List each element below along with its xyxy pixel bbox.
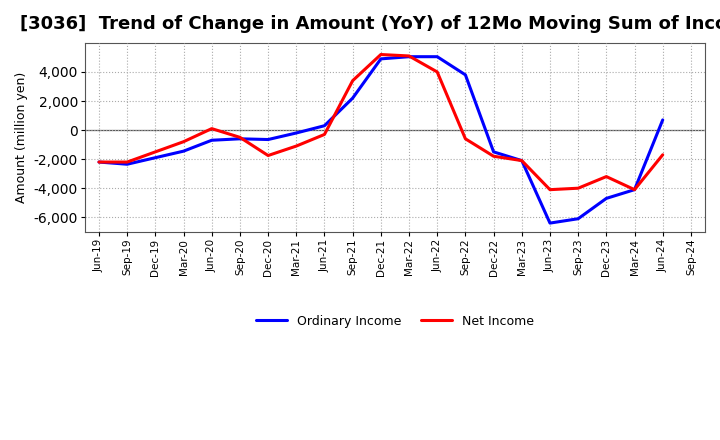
Ordinary Income	[377, 56, 385, 62]
Net Income	[179, 139, 188, 144]
Y-axis label: Amount (million yen): Amount (million yen)	[15, 72, 28, 203]
Ordinary Income	[179, 149, 188, 154]
Net Income	[461, 136, 469, 141]
Net Income	[405, 53, 413, 59]
Net Income	[433, 70, 441, 75]
Net Income	[348, 78, 357, 83]
Line: Ordinary Income: Ordinary Income	[99, 57, 662, 223]
Ordinary Income	[235, 136, 244, 141]
Ordinary Income	[574, 216, 582, 221]
Net Income	[151, 149, 160, 154]
Net Income	[546, 187, 554, 192]
Legend: Ordinary Income, Net Income: Ordinary Income, Net Income	[251, 310, 539, 333]
Net Income	[123, 159, 132, 165]
Ordinary Income	[264, 137, 272, 142]
Title: [3036]  Trend of Change in Amount (YoY) of 12Mo Moving Sum of Incomes: [3036] Trend of Change in Amount (YoY) o…	[20, 15, 720, 33]
Ordinary Income	[348, 95, 357, 101]
Ordinary Income	[461, 72, 469, 77]
Ordinary Income	[405, 54, 413, 59]
Ordinary Income	[320, 123, 329, 128]
Ordinary Income	[292, 130, 301, 136]
Ordinary Income	[658, 117, 667, 123]
Ordinary Income	[433, 54, 441, 59]
Net Income	[602, 174, 611, 179]
Ordinary Income	[518, 158, 526, 163]
Net Income	[574, 186, 582, 191]
Ordinary Income	[123, 161, 132, 167]
Net Income	[207, 126, 216, 131]
Net Income	[264, 153, 272, 158]
Ordinary Income	[602, 196, 611, 201]
Net Income	[292, 143, 301, 149]
Net Income	[94, 159, 103, 165]
Ordinary Income	[546, 220, 554, 226]
Ordinary Income	[94, 159, 103, 165]
Ordinary Income	[151, 155, 160, 160]
Net Income	[377, 52, 385, 57]
Line: Net Income: Net Income	[99, 55, 662, 190]
Net Income	[630, 187, 639, 192]
Ordinary Income	[630, 187, 639, 192]
Net Income	[490, 154, 498, 159]
Net Income	[320, 132, 329, 137]
Ordinary Income	[207, 138, 216, 143]
Ordinary Income	[490, 149, 498, 154]
Net Income	[518, 158, 526, 163]
Net Income	[658, 152, 667, 158]
Net Income	[235, 135, 244, 140]
